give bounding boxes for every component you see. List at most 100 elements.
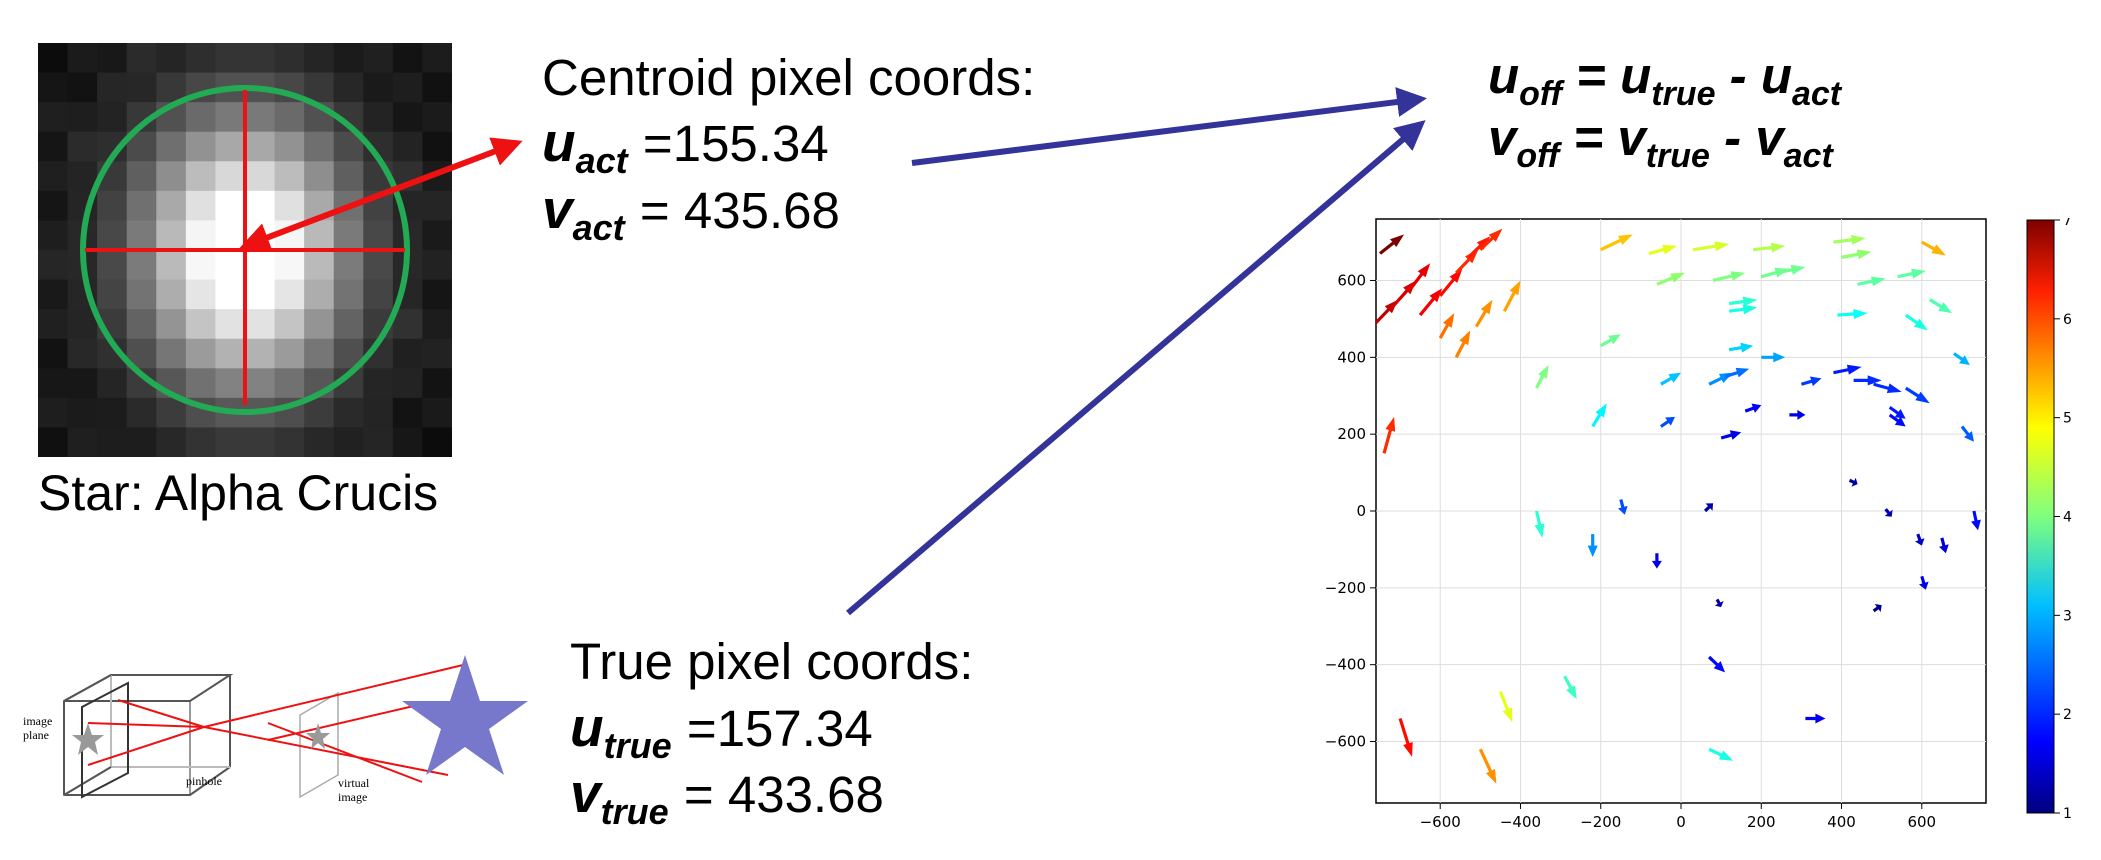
pixel bbox=[156, 72, 187, 103]
pixel bbox=[422, 397, 452, 428]
quiver-arrow bbox=[1498, 691, 1513, 723]
pixel bbox=[392, 72, 423, 103]
pixel bbox=[215, 250, 246, 281]
pixel bbox=[38, 190, 69, 221]
pixel bbox=[38, 397, 69, 428]
formula-v-b-sub: act bbox=[1783, 137, 1833, 175]
pixel bbox=[274, 368, 305, 399]
pixel bbox=[67, 161, 98, 192]
offset-quiver-chart: −600 −400 −200 0 200 400 600 600 400 200 0 −200 −400… bbox=[1325, 218, 1987, 831]
pixel bbox=[156, 131, 187, 162]
pixel bbox=[304, 427, 335, 457]
pixel bbox=[38, 309, 69, 340]
colorbar-tick-label: 6 bbox=[2063, 312, 2072, 328]
virtual-image-label: virtual bbox=[338, 776, 370, 790]
pixel bbox=[185, 338, 216, 369]
quiver-arrow bbox=[1921, 240, 1946, 256]
pixel bbox=[392, 309, 423, 340]
pixel bbox=[304, 397, 335, 428]
vector-field bbox=[1374, 228, 1981, 784]
pixel bbox=[245, 43, 276, 74]
pixel bbox=[38, 427, 69, 457]
pixel bbox=[333, 309, 364, 340]
quiver-arrow bbox=[1857, 276, 1886, 287]
formula-v-eq: = bbox=[1559, 109, 1618, 166]
quiver-arrow bbox=[1919, 575, 1929, 590]
quiver-arrow bbox=[1648, 244, 1677, 256]
pixel bbox=[274, 309, 305, 340]
pixel bbox=[67, 309, 98, 340]
y-tick-label: 600 bbox=[1337, 271, 1366, 289]
colorbar-ticks: 1 2 3 4 5 6 7 bbox=[2054, 218, 2072, 818]
quiver-arrow bbox=[1587, 534, 1598, 558]
pixel bbox=[185, 427, 216, 457]
pixel bbox=[67, 368, 98, 399]
pixel bbox=[215, 309, 246, 340]
pixel bbox=[156, 250, 187, 281]
colorbar-tick-label: 2 bbox=[2063, 707, 2072, 723]
quiver-arrow bbox=[1904, 386, 1930, 404]
pixel bbox=[185, 250, 216, 281]
pixel bbox=[333, 397, 364, 428]
quiver-arrow bbox=[1728, 304, 1758, 315]
centroid-v-line: vact = 435.68 bbox=[542, 182, 840, 246]
pixel bbox=[38, 220, 69, 251]
pixel bbox=[245, 427, 276, 457]
y-tick-label: 0 bbox=[1356, 502, 1366, 520]
u-act-value: =155.34 bbox=[642, 115, 829, 172]
quiver-arrow bbox=[1455, 249, 1479, 274]
pixel bbox=[67, 131, 98, 162]
pixel bbox=[274, 279, 305, 310]
pixel bbox=[274, 102, 305, 133]
pixel bbox=[392, 427, 423, 457]
colorbar-tick-label: 4 bbox=[2063, 510, 2072, 526]
pixel bbox=[126, 427, 157, 457]
pixel bbox=[363, 250, 394, 281]
quiver-arrow bbox=[1692, 241, 1730, 252]
quiver-arrow bbox=[1382, 416, 1396, 454]
pixel bbox=[185, 161, 216, 192]
pixel bbox=[156, 43, 187, 74]
quiver-arrow bbox=[1714, 598, 1724, 608]
x-tick-label: 0 bbox=[1676, 813, 1686, 831]
pixel bbox=[156, 161, 187, 192]
quiver-arrow bbox=[1761, 352, 1786, 363]
virtual-image-label-2: image bbox=[338, 790, 367, 804]
pixel bbox=[156, 190, 187, 221]
pixel bbox=[245, 368, 276, 399]
pixel bbox=[97, 43, 128, 74]
v-true-symbol: v bbox=[570, 762, 601, 824]
quiver-arrow bbox=[1708, 655, 1726, 673]
formula-v-lhs: v bbox=[1488, 109, 1517, 166]
pixel bbox=[156, 338, 187, 369]
v-act-subscript: act bbox=[572, 207, 625, 248]
pixel bbox=[245, 279, 276, 310]
quiver-arrow bbox=[1712, 271, 1746, 282]
pixel bbox=[422, 279, 452, 310]
quiver-arrow bbox=[1660, 416, 1675, 428]
pixel bbox=[363, 368, 394, 399]
true-heading: True pixel coords: bbox=[570, 633, 974, 690]
quiver-arrow bbox=[1841, 249, 1872, 260]
pixel bbox=[97, 190, 128, 221]
axis-ticks: −600 −400 −200 0 200 400 600 600 400 200 0 −200 −400… bbox=[1325, 271, 1936, 831]
pixel bbox=[38, 338, 69, 369]
formula-u-a-sub: true bbox=[1651, 75, 1716, 113]
pixel bbox=[304, 72, 335, 103]
pixel bbox=[304, 250, 335, 281]
true-v-line: vtrue = 433.68 bbox=[570, 766, 884, 830]
pixel bbox=[97, 220, 128, 251]
quiver-arrow bbox=[1724, 367, 1750, 379]
quiver-arrow bbox=[1479, 228, 1503, 251]
pixel bbox=[67, 397, 98, 428]
u-true-value: =157.34 bbox=[686, 700, 873, 757]
pixel bbox=[392, 397, 423, 428]
centroid-heading: Centroid pixel coords: bbox=[542, 49, 1036, 106]
formula-v-op: - bbox=[1709, 109, 1756, 166]
pixel bbox=[392, 102, 423, 133]
pixel bbox=[97, 102, 128, 133]
pixel bbox=[333, 250, 364, 281]
quiver-arrow bbox=[1915, 533, 1925, 546]
formula-u-b: u bbox=[1760, 47, 1792, 104]
pixel bbox=[215, 279, 246, 310]
